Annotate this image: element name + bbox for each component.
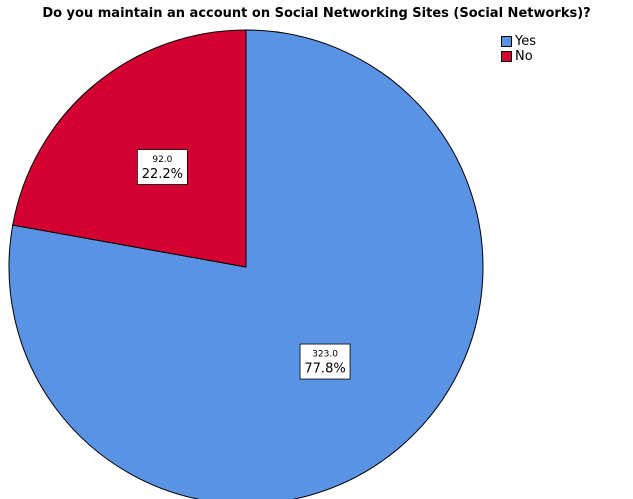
legend: Yes No (501, 34, 536, 64)
data-label-box-yes (299, 343, 351, 380)
data-label-no: 92.0 22.2% (136, 149, 188, 185)
legend-item-yes: Yes (501, 34, 536, 49)
legend-label-yes: Yes (515, 34, 536, 49)
legend-swatch-yes (501, 36, 512, 47)
percent-label-no: 22.2% (142, 167, 183, 182)
percent-label-yes: 77.8% (304, 362, 345, 377)
chart-title: Do you maintain an account on Social Net… (42, 6, 591, 21)
legend-label-no: No (515, 49, 533, 64)
data-label-yes: 323.0 77.8% (299, 343, 351, 380)
value-label-no: 92.0 (152, 155, 172, 165)
legend-swatch-no (501, 51, 512, 62)
pie-slice-no (12, 29, 247, 268)
legend-item-no: No (501, 49, 536, 64)
value-label-yes: 323.0 (312, 350, 338, 360)
data-label-box-no (136, 149, 188, 185)
